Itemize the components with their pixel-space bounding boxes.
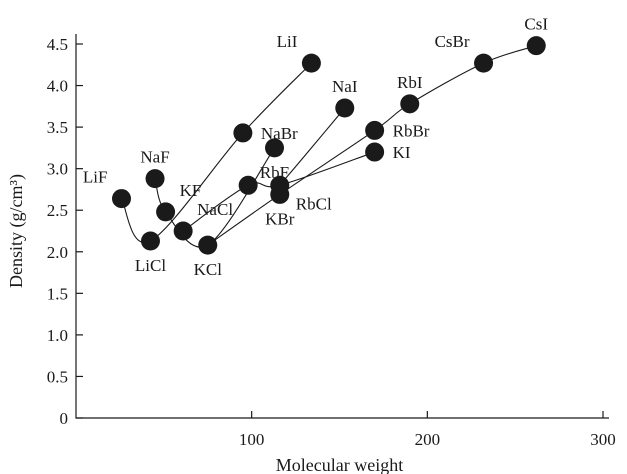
y-axis-label: Density (g/cm³) xyxy=(6,174,27,288)
data-point xyxy=(526,36,546,56)
data-point xyxy=(270,175,290,195)
point-label: KI xyxy=(393,143,411,162)
data-point xyxy=(265,138,285,158)
data-point xyxy=(335,98,355,118)
y-tick-label: 1.0 xyxy=(47,326,68,345)
point-label: RbF xyxy=(260,163,289,182)
x-tick-label: 300 xyxy=(590,430,616,449)
data-point xyxy=(156,202,176,222)
data-point xyxy=(238,175,258,195)
data-point xyxy=(400,94,420,114)
data-point xyxy=(140,231,160,251)
data-point xyxy=(145,169,165,189)
x-tick-label: 100 xyxy=(239,430,265,449)
data-point xyxy=(233,123,253,143)
data-point xyxy=(198,235,218,255)
data-points xyxy=(111,36,546,255)
y-tick-label: 3.0 xyxy=(47,160,68,179)
point-label: LiI xyxy=(277,32,298,51)
point-label: CsBr xyxy=(435,32,470,51)
point-label: NaI xyxy=(332,77,358,96)
series-line xyxy=(182,151,375,232)
point-label: LiF xyxy=(83,168,108,187)
data-point xyxy=(173,221,193,241)
axes: 0 0.5 1.0 1.5 2.0 2.5 3.0 3.5 4.0 4.5 100 200 300 xyxy=(47,34,616,449)
y-tick-label: 1.5 xyxy=(47,284,68,303)
y-tick-label: 0 xyxy=(60,409,69,428)
point-label: RbI xyxy=(397,73,423,92)
data-point xyxy=(301,53,321,73)
y-tick-label: 4.5 xyxy=(47,35,68,54)
point-label: NaF xyxy=(140,148,169,167)
data-point xyxy=(365,142,385,162)
point-label: KBr xyxy=(265,209,295,228)
y-tick-label: 2.0 xyxy=(47,243,68,262)
data-point xyxy=(365,120,385,140)
point-label: KCl xyxy=(194,260,223,279)
point-label: RbBr xyxy=(393,121,430,140)
point-label: RbCl xyxy=(296,194,332,213)
y-tick-label: 0.5 xyxy=(47,367,68,386)
data-point xyxy=(474,53,494,73)
series-line xyxy=(121,62,312,244)
data-point xyxy=(111,189,131,209)
point-label: CsI xyxy=(524,15,548,34)
series-line xyxy=(154,147,275,248)
point-label: KF xyxy=(180,181,202,200)
series-lines xyxy=(121,45,537,248)
series-line xyxy=(279,107,346,186)
point-label: NaBr xyxy=(261,124,298,143)
x-tick-label: 200 xyxy=(415,430,441,449)
y-tick-label: 2.5 xyxy=(47,201,68,220)
x-axis-label: Molecular weight xyxy=(276,455,403,474)
y-tick-label: 4.0 xyxy=(47,77,68,96)
point-label: LiCl xyxy=(135,256,166,275)
point-label: NaCl xyxy=(197,200,233,219)
y-tick-label: 3.5 xyxy=(47,118,68,137)
